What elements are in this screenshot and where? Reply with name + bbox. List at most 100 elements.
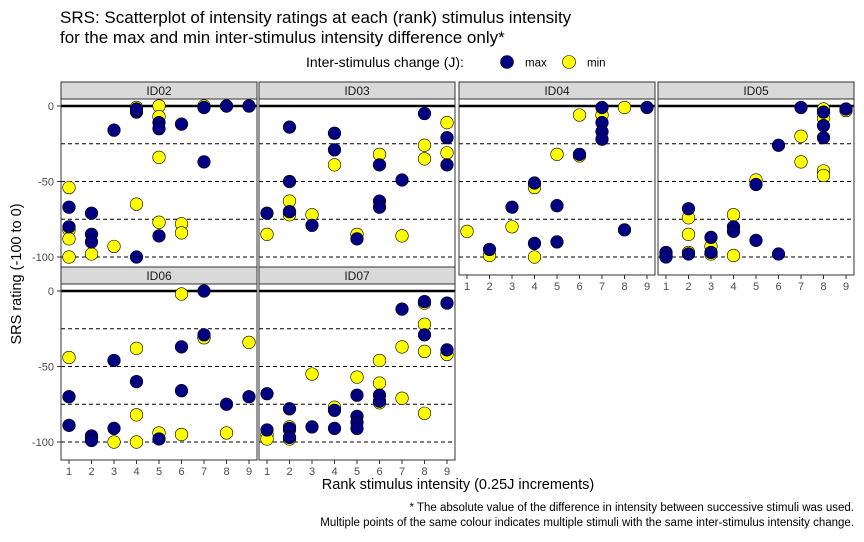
data-point-min <box>395 340 409 354</box>
text-line: SRS: Scatterplot of intensity ratings at… <box>60 8 572 27</box>
data-point-max <box>816 131 831 145</box>
data-point-max <box>129 250 144 264</box>
data-point-max <box>350 388 364 402</box>
data-point-max <box>197 328 211 342</box>
data-point-max <box>595 132 609 146</box>
x-tick-label: 3 <box>708 281 714 293</box>
x-tick-label: 8 <box>820 281 826 293</box>
data-point-max <box>771 247 786 261</box>
data-point-min <box>794 129 808 143</box>
y-tick-label: 0 <box>48 101 54 113</box>
x-tick-label: 3 <box>509 281 515 293</box>
text-line: Multiple points of the same colour indic… <box>320 517 854 529</box>
data-point-max <box>107 123 121 137</box>
y-axis-title: SRS rating (-100 to 0) <box>9 203 25 344</box>
data-point-min <box>417 344 432 359</box>
x-tick-label: 6 <box>775 281 781 293</box>
x-tick-label: 6 <box>576 281 582 293</box>
x-tick-label: 7 <box>399 466 405 478</box>
data-point-max <box>794 100 808 115</box>
y-tick-label: -100 <box>32 252 54 264</box>
data-point-min <box>174 226 189 240</box>
chart-caption: * The absolute value of the difference i… <box>320 502 854 529</box>
data-point-min <box>62 350 76 365</box>
data-point-max <box>327 143 342 157</box>
data-point-max <box>62 418 76 432</box>
x-tick-label: 6 <box>376 466 382 478</box>
x-tick-label: 1 <box>66 466 72 478</box>
data-point-max <box>372 394 387 408</box>
data-point-max <box>417 106 432 121</box>
data-point-min <box>372 353 387 368</box>
x-tick-label: 5 <box>753 281 759 293</box>
data-point-max <box>305 218 319 232</box>
data-point-max <box>681 202 696 216</box>
data-point-min <box>550 147 564 161</box>
x-tick-label: 1 <box>663 281 669 293</box>
text-line: * The absolute value of the difference i… <box>410 502 855 514</box>
data-point-max <box>816 119 831 133</box>
facet-panel-id05: ID05 1 2 3 4 5 6 7 8 9 <box>657 81 855 293</box>
data-point-max <box>129 102 144 116</box>
data-point-max <box>395 302 409 316</box>
data-point-max <box>372 200 387 214</box>
data-point-max <box>242 390 256 404</box>
x-tick-label: 3 <box>309 466 315 478</box>
x-tick-label: 2 <box>486 281 492 293</box>
data-point-min <box>527 250 542 264</box>
x-tick-label: 2 <box>286 466 292 478</box>
data-point-min <box>794 155 808 169</box>
data-point-max <box>282 402 297 416</box>
x-tick-label: 4 <box>531 281 537 293</box>
chart-title: SRS: Scatterplot of intensity ratings at… <box>60 8 572 47</box>
x-tick-label: 5 <box>156 466 162 478</box>
legend-title: Inter-stimulus change (J): <box>306 54 464 70</box>
data-point-max <box>572 147 587 161</box>
data-point-max <box>282 120 297 134</box>
data-point-min <box>726 248 741 263</box>
facet-strip-label: ID03 <box>344 84 370 98</box>
data-point-min <box>617 100 632 115</box>
x-tick-label: 8 <box>223 466 229 478</box>
x-tick-label: 2 <box>88 466 94 478</box>
x-tick-label: 8 <box>421 466 427 478</box>
data-point-min <box>174 427 189 442</box>
data-point-max <box>659 250 673 264</box>
data-point-max <box>440 158 454 172</box>
data-point-max <box>704 230 718 244</box>
data-point-max <box>617 223 632 237</box>
data-point-min <box>129 197 144 211</box>
data-point-min <box>372 376 387 390</box>
data-point-min <box>242 335 256 349</box>
data-point-max <box>84 235 99 249</box>
data-point-max <box>816 105 831 119</box>
data-point-max <box>197 100 211 115</box>
data-point-min <box>417 138 432 152</box>
facet-strip-label: ID02 <box>146 84 172 98</box>
data-point-max <box>62 200 76 214</box>
data-point-min <box>572 108 587 122</box>
facet-panel-id03: ID03 <box>258 81 456 276</box>
data-point-max <box>749 177 763 192</box>
data-point-min <box>84 247 99 261</box>
facet-panel-id04: ID04 1 2 3 4 5 6 7 8 9 <box>458 81 656 293</box>
data-point-min <box>219 426 234 440</box>
data-point-max <box>749 233 763 247</box>
data-point-max <box>260 387 274 401</box>
x-tick-label: 4 <box>133 466 139 478</box>
x-tick-label: 7 <box>798 281 804 293</box>
data-point-max <box>62 220 76 234</box>
data-point-max <box>417 328 432 342</box>
data-point-min <box>440 146 454 160</box>
data-point-max <box>505 200 519 214</box>
data-point-max <box>152 122 166 136</box>
facet-strip-label: ID07 <box>344 269 370 283</box>
data-point-max <box>681 247 696 261</box>
legend-key-max <box>500 55 514 69</box>
x-tick-label: 9 <box>644 281 650 293</box>
data-point-min <box>62 250 76 264</box>
data-point-max <box>595 100 609 115</box>
data-point-max <box>771 138 786 152</box>
x-tick-label: 9 <box>843 281 849 293</box>
x-tick-label: 2 <box>685 281 691 293</box>
